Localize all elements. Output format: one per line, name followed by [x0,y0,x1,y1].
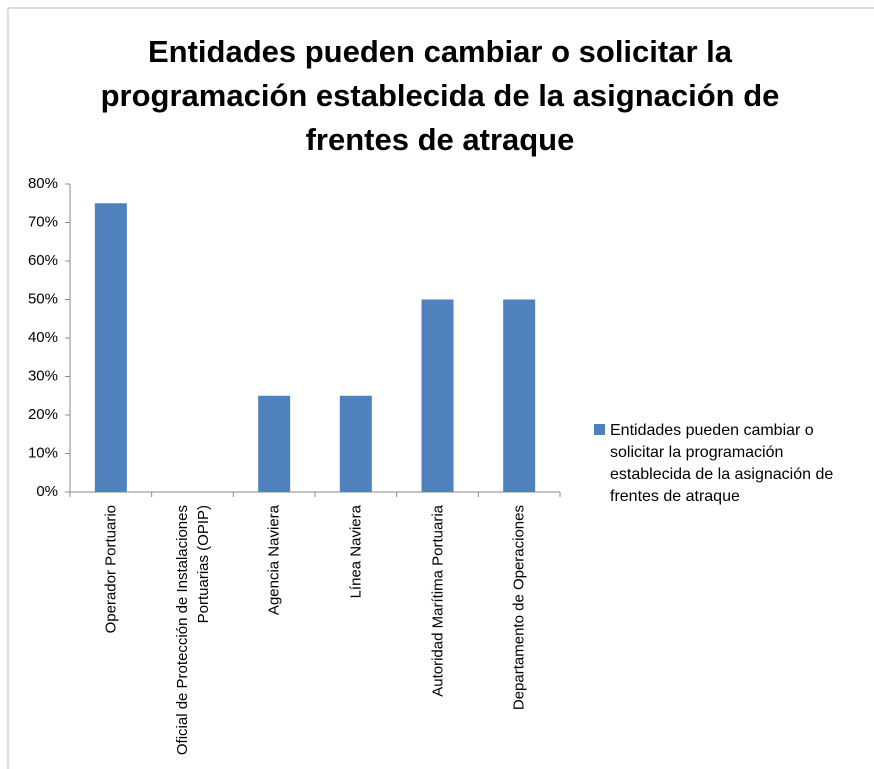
legend-swatch [594,424,605,435]
bar [503,299,536,492]
bar [421,299,454,492]
bar [339,395,372,492]
y-tick-label: 20% [28,406,58,423]
x-tick-label: Departamento de Operaciones [510,505,528,711]
y-tick-label: 70% [28,213,58,230]
x-tick-label: Operador Portuario [102,505,120,634]
chart-title: Entidades pueden cambiar o solicitar la … [100,34,780,157]
y-tick-label: 60% [28,252,58,269]
bar [258,395,291,492]
legend-label: Entidades pueden cambiar o solicitar la … [610,422,834,505]
y-tick-label: 30% [28,367,58,384]
y-tick-label: 10% [28,444,58,461]
y-tick-label: 40% [28,329,58,346]
y-tick-label: 80% [28,175,58,192]
x-tick-label: Autoridad Marítima Portuaria [429,505,446,697]
y-tick-label: 50% [28,290,58,307]
x-tick-label: Agencia Naviera [265,505,283,616]
y-tick-label: 0% [36,483,58,500]
bar [94,203,127,492]
x-tick-label: Línea Naviera [347,505,365,599]
x-tick-label: Oficial de Protección de Instalaciones P… [173,505,212,756]
